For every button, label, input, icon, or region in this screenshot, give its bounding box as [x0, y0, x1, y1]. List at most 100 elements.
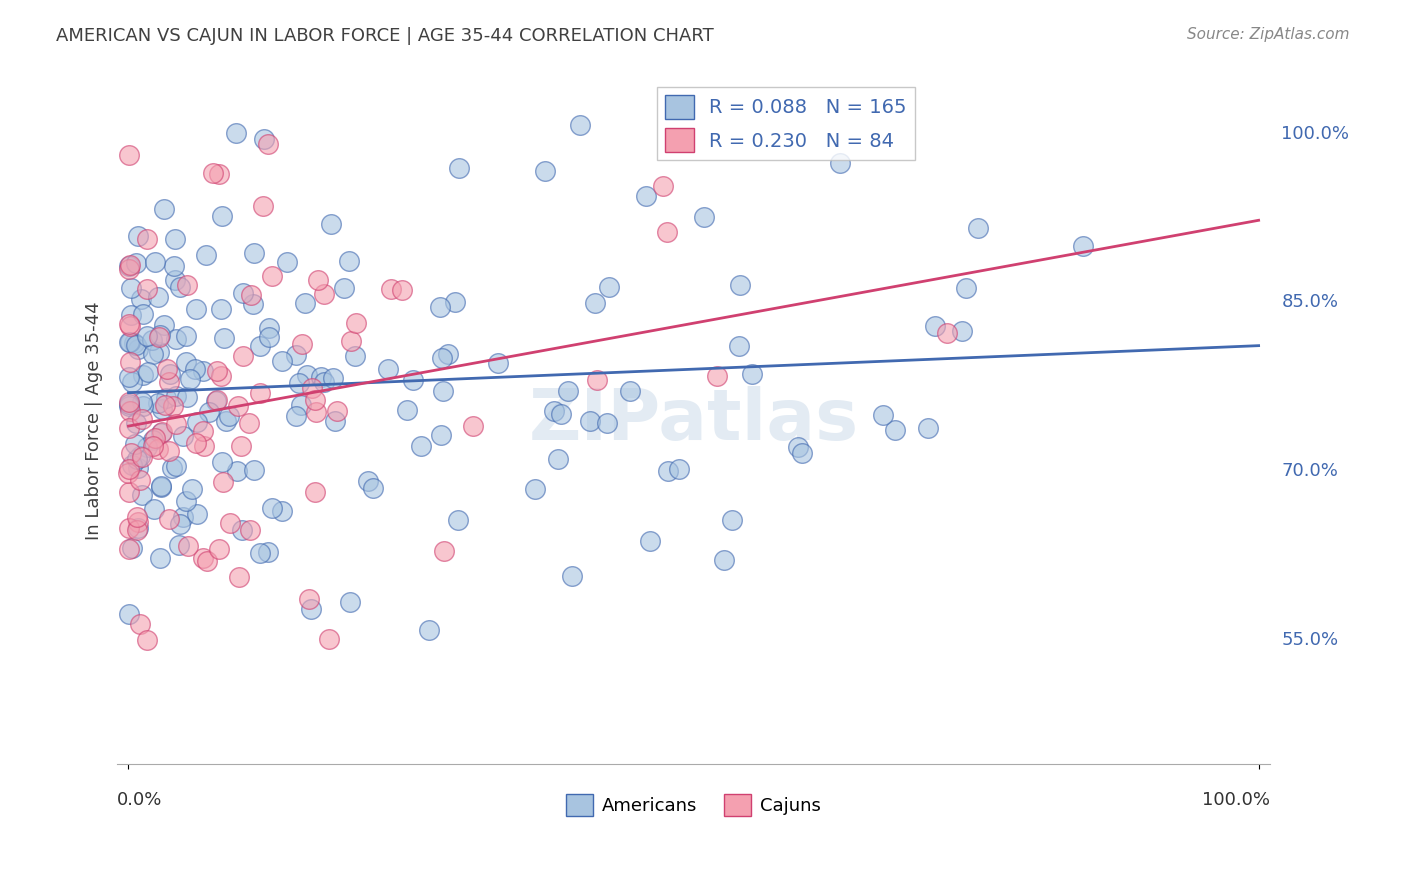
Americans	[290, 398, 312, 412]
Cajuns	[117, 466, 139, 480]
Americans	[830, 156, 852, 170]
Cajuns	[657, 225, 679, 239]
Americans	[159, 368, 181, 382]
Cajuns	[165, 417, 187, 432]
Cajuns	[238, 416, 260, 430]
Cajuns	[318, 632, 340, 646]
Cajuns	[118, 395, 141, 409]
Americans	[299, 602, 322, 616]
Americans	[578, 414, 600, 428]
Text: 70.0%: 70.0%	[1281, 462, 1339, 480]
Americans	[149, 425, 172, 440]
Americans	[322, 371, 344, 385]
Cajuns	[651, 178, 673, 193]
Cajuns	[135, 632, 157, 647]
Americans	[443, 295, 465, 310]
Americans	[668, 462, 690, 476]
Americans	[211, 455, 233, 469]
Americans	[129, 292, 152, 306]
Americans	[152, 318, 174, 333]
Cajuns	[936, 326, 959, 340]
Cajuns	[205, 364, 228, 378]
Cajuns	[380, 282, 402, 296]
Americans	[411, 439, 433, 453]
Text: 0.0%: 0.0%	[117, 791, 163, 809]
Cajuns	[131, 450, 153, 464]
Cajuns	[239, 287, 262, 301]
Americans	[598, 280, 620, 294]
Americans	[524, 483, 547, 497]
Cajuns	[291, 337, 314, 351]
Americans	[122, 335, 145, 350]
Cajuns	[157, 375, 180, 389]
Cajuns	[129, 616, 152, 631]
Americans	[153, 202, 176, 217]
Americans	[131, 307, 153, 321]
Americans	[131, 488, 153, 502]
Americans	[163, 260, 186, 274]
Americans	[741, 368, 763, 382]
Cajuns	[142, 439, 165, 453]
Americans	[596, 416, 619, 430]
Cajuns	[209, 368, 232, 383]
Cajuns	[153, 398, 176, 412]
Americans	[117, 259, 139, 273]
Americans	[176, 390, 198, 404]
Americans	[728, 339, 751, 353]
Americans	[569, 119, 592, 133]
Americans	[321, 217, 343, 231]
Americans	[790, 446, 813, 460]
Cajuns	[195, 554, 218, 568]
Cajuns	[461, 419, 484, 434]
Americans	[432, 384, 454, 399]
Americans	[195, 248, 218, 262]
Americans	[924, 318, 946, 333]
Americans	[231, 523, 253, 537]
Cajuns	[128, 473, 150, 487]
Cajuns	[208, 541, 231, 556]
Americans	[118, 370, 141, 384]
Americans	[396, 403, 419, 417]
Americans	[966, 221, 988, 235]
Cajuns	[298, 591, 321, 606]
Americans	[120, 334, 142, 349]
Americans	[117, 607, 139, 621]
Cajuns	[157, 512, 180, 526]
Americans	[430, 351, 453, 365]
Cajuns	[127, 516, 149, 530]
Americans	[174, 494, 197, 508]
Americans	[141, 333, 163, 347]
Americans	[136, 365, 159, 379]
Americans	[357, 474, 380, 488]
Americans	[117, 399, 139, 413]
Cajuns	[207, 392, 229, 407]
Cajuns	[148, 330, 170, 344]
Cajuns	[249, 386, 271, 401]
Americans	[713, 552, 735, 566]
Cajuns	[218, 516, 240, 530]
Americans	[120, 281, 142, 295]
Americans	[172, 510, 194, 524]
Americans	[180, 482, 202, 496]
Americans	[125, 338, 148, 352]
Americans	[148, 396, 170, 410]
Americans	[117, 397, 139, 411]
Americans	[142, 347, 165, 361]
Americans	[284, 348, 307, 362]
Americans	[787, 440, 810, 454]
Americans	[118, 335, 141, 350]
Americans	[142, 433, 165, 447]
Americans	[257, 545, 280, 559]
Americans	[127, 460, 149, 475]
Americans	[242, 297, 264, 311]
Americans	[561, 569, 583, 583]
Cajuns	[231, 439, 253, 453]
Cajuns	[326, 404, 349, 418]
Americans	[125, 417, 148, 431]
Cajuns	[301, 381, 323, 395]
Cajuns	[118, 485, 141, 500]
Americans	[149, 479, 172, 493]
Americans	[257, 329, 280, 343]
Cajuns	[118, 542, 141, 557]
Americans	[215, 414, 238, 428]
